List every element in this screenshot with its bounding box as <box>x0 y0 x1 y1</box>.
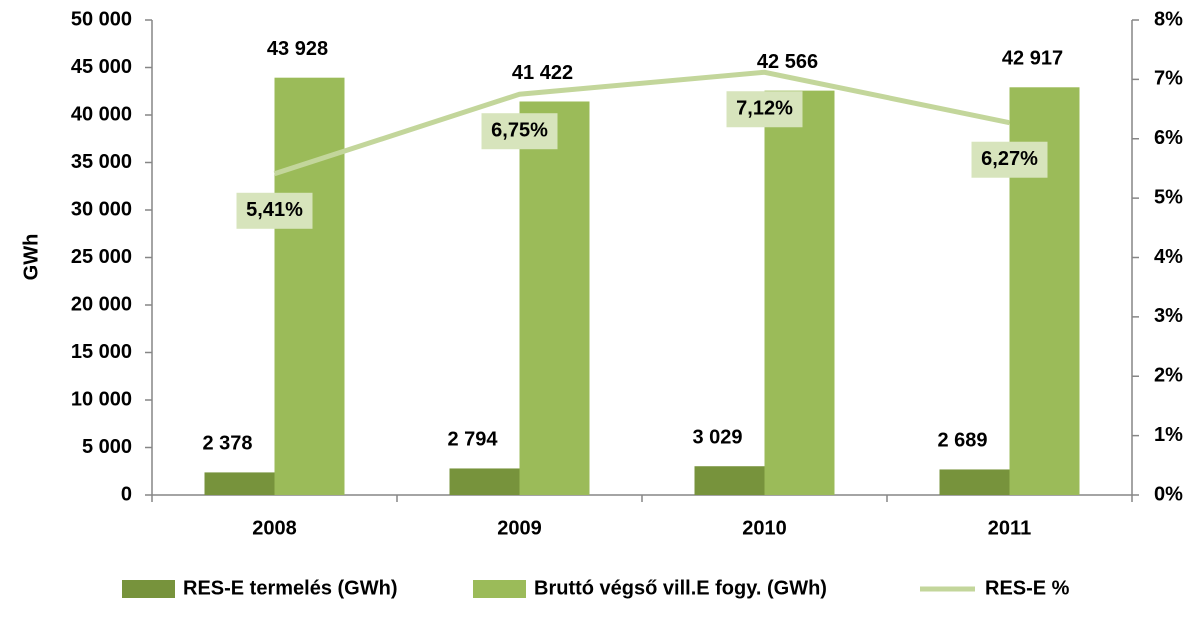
bar <box>939 469 1010 495</box>
bar-value-label: 2 794 <box>447 429 498 451</box>
y-tick-label: 45 000 <box>71 56 132 78</box>
y-tick-label: 40 000 <box>71 103 132 125</box>
y2-tick-label: 3% <box>1154 305 1183 327</box>
y2-tick-label: 5% <box>1154 186 1183 208</box>
bar <box>519 101 590 495</box>
legend-label: RES-E termelés (GWh) <box>183 577 397 599</box>
y-tick-label: 0 <box>121 483 132 505</box>
y-tick-label: 25 000 <box>71 246 132 268</box>
y-tick-label: 5 000 <box>82 436 132 458</box>
x-tick-label: 2008 <box>252 517 297 539</box>
line <box>273 69 1011 177</box>
y-tick-label: 50 000 <box>71 8 132 30</box>
line-value-label: 7,12% <box>736 98 793 120</box>
line-value-label: 5,41% <box>246 199 303 221</box>
bar-value-label: 41 422 <box>512 62 573 84</box>
value-label-box <box>236 192 313 229</box>
x-tick-label: 2009 <box>497 517 542 539</box>
line-value-label: 6,75% <box>491 120 548 142</box>
y2-tick-label: 0% <box>1154 483 1183 505</box>
legend-label: RES-E % <box>985 577 1070 599</box>
y2-tick-label: 6% <box>1154 127 1183 149</box>
y-tick-label: 30 000 <box>71 198 132 220</box>
bar <box>694 466 765 495</box>
y-tick-label: 20 000 <box>71 293 132 315</box>
value-label-box <box>971 141 1048 178</box>
bar-value-label: 43 928 <box>267 38 328 60</box>
bar-value-label: 2 689 <box>937 430 987 452</box>
y2-tick-label: 1% <box>1154 424 1183 446</box>
bar-value-label: 2 378 <box>202 433 252 455</box>
y-tick-label: 15 000 <box>71 341 132 363</box>
bar-value-label: 42 566 <box>757 51 818 73</box>
bar <box>449 468 520 495</box>
x-tick-label: 2010 <box>742 517 787 539</box>
y2-tick-label: 4% <box>1154 246 1183 268</box>
y2-tick-label: 2% <box>1154 365 1183 387</box>
x-tick-label: 2011 <box>988 517 1031 539</box>
bar <box>274 77 345 496</box>
y-axis-label: GWh <box>20 234 42 281</box>
y-tick-label: 35 000 <box>71 151 132 173</box>
bar-value-label: 42 917 <box>1002 48 1063 70</box>
bar <box>204 472 275 495</box>
line-value-label: 6,27% <box>981 148 1038 170</box>
value-label-box <box>726 91 803 128</box>
legend-marker <box>122 580 175 598</box>
legend-label: Bruttó végső vill.E fogy. (GWh) <box>534 577 827 599</box>
bar <box>764 90 835 496</box>
bar-value-label: 3 029 <box>692 427 742 449</box>
y-tick-label: 10 000 <box>71 388 132 410</box>
value-label-box <box>481 113 558 150</box>
legend-marker <box>473 580 526 598</box>
y2-tick-label: 7% <box>1154 68 1183 90</box>
y2-tick-label: 8% <box>1154 8 1183 30</box>
